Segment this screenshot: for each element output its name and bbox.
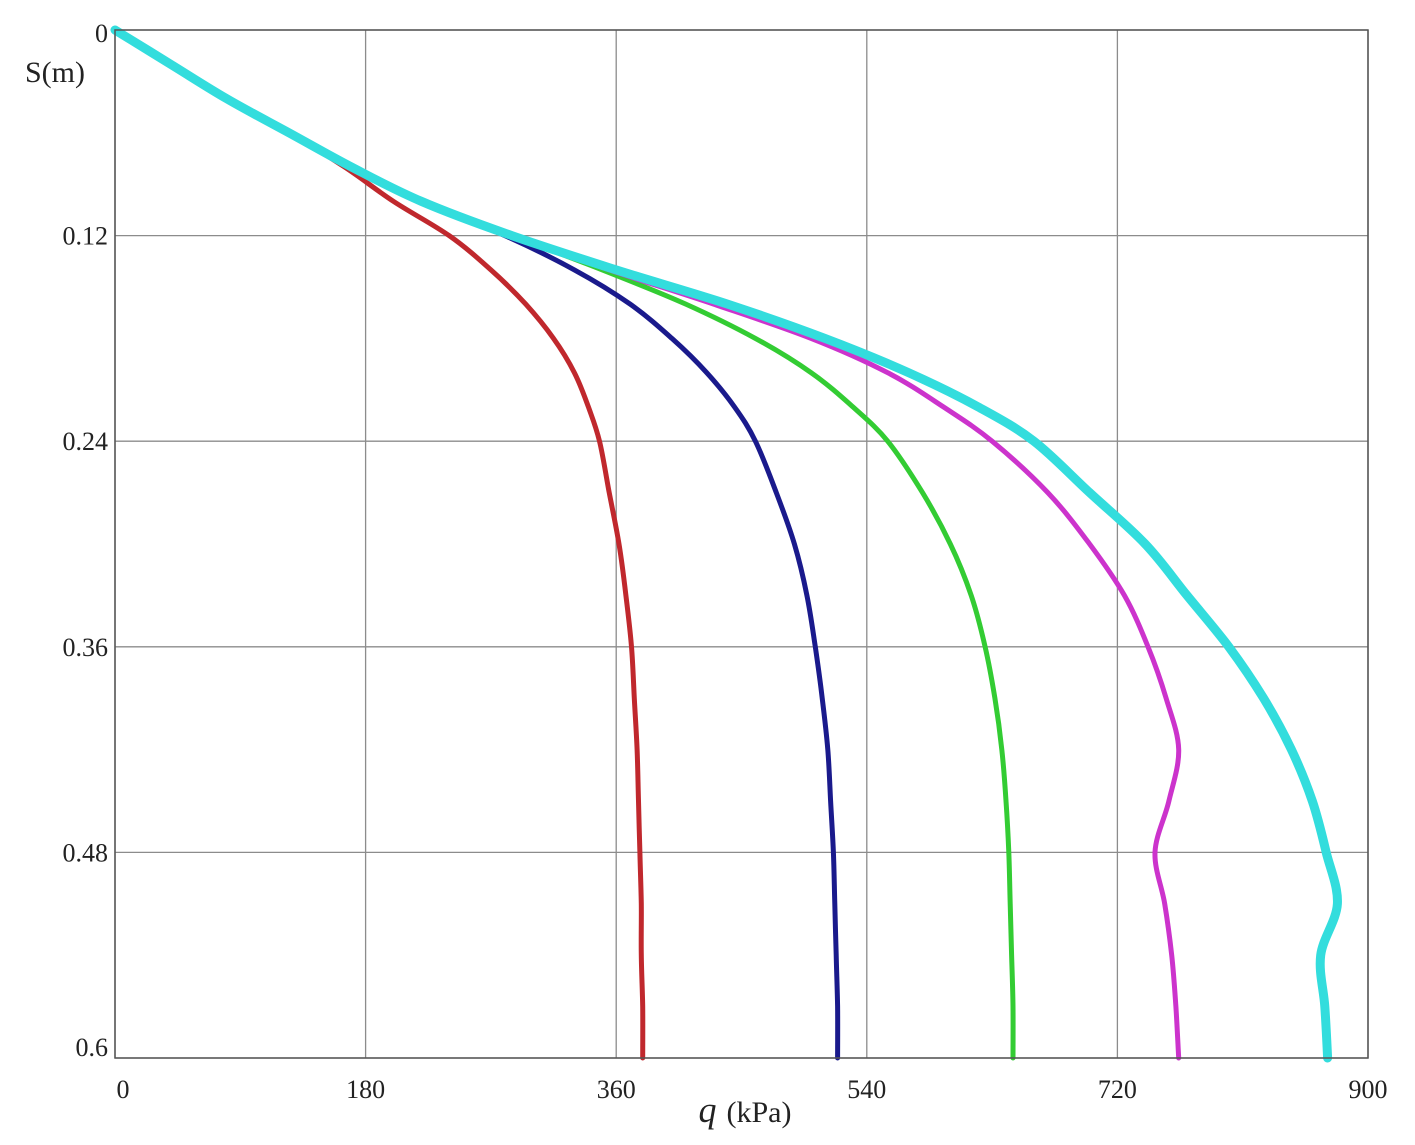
x-tick-label: 720	[1098, 1075, 1137, 1104]
y-tick-label: 0.12	[63, 222, 109, 251]
y-axis-label: S(m)	[25, 56, 85, 89]
y-tick-labels: 0 0.12 0.24 0.36 0.48 0.6	[63, 19, 109, 1062]
x-tick-label: 0	[117, 1075, 130, 1104]
x-tick-label: 360	[597, 1075, 636, 1104]
x-tick-label: 900	[1349, 1075, 1388, 1104]
series-layer	[110, 25, 1342, 1063]
x-axis-label-unit: (kPa)	[727, 1096, 792, 1129]
x-tick-labels: 0 180 360 540 720 900	[117, 1075, 1388, 1104]
x-axis-label: q (kPa)	[699, 1090, 792, 1130]
y-tick-label: 0.36	[63, 633, 109, 662]
y-tick-label: 0.6	[76, 1033, 109, 1062]
plot-background	[115, 30, 1368, 1058]
series-line-5	[110, 25, 1342, 1063]
x-axis-label-symbol: q	[699, 1090, 717, 1130]
y-tick-label: 0.24	[63, 427, 109, 456]
x-tick-label: 540	[847, 1075, 886, 1104]
plot-frame	[114, 29, 1369, 1059]
x-tick-label: 180	[346, 1075, 385, 1104]
y-tick-label: 0.48	[63, 838, 109, 867]
y-tick-label: 0	[95, 19, 108, 48]
